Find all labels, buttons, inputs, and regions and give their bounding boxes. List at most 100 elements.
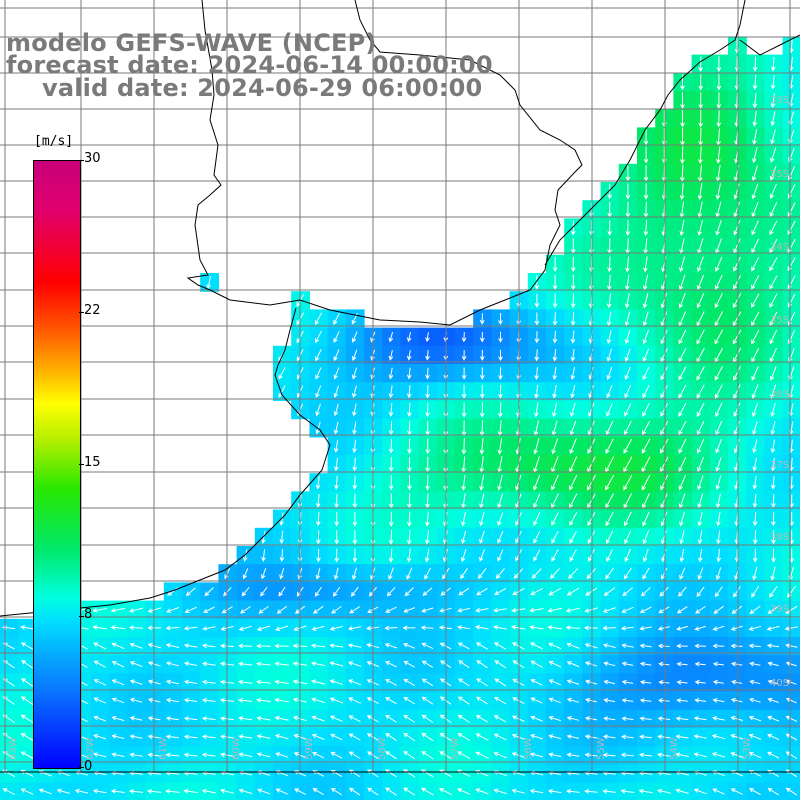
wind-arrow	[603, 679, 616, 685]
wind-arrow	[111, 715, 125, 722]
wind-arrow	[147, 661, 161, 667]
wind-arrow	[310, 643, 326, 649]
wind-arrow	[716, 92, 722, 109]
wind-arrow	[166, 607, 179, 613]
wind-arrow	[642, 329, 649, 345]
wind-arrow	[714, 329, 724, 345]
wind-arrow	[529, 752, 544, 758]
wind-arrow	[605, 474, 615, 491]
wind-arrow	[315, 385, 322, 398]
wind-arrow	[20, 714, 34, 723]
wind-arrow	[333, 403, 339, 417]
wind-arrow	[731, 679, 743, 685]
wind-arrow	[642, 402, 650, 417]
wind-arrow	[388, 331, 394, 343]
wind-arrow	[351, 331, 358, 343]
wind-arrow	[458, 660, 470, 669]
wind-arrow	[605, 530, 614, 545]
wind-arrow	[639, 716, 652, 722]
wind-arrow	[624, 366, 631, 381]
wind-arrow	[479, 512, 485, 527]
wind-arrow	[275, 752, 289, 758]
wind-arrow	[623, 567, 632, 580]
wind-arrow	[770, 56, 776, 72]
wind-arrow	[534, 367, 540, 381]
wind-arrow	[183, 625, 198, 631]
wind-arrow	[770, 475, 776, 490]
wind-arrow	[767, 769, 780, 778]
wind-arrow	[238, 697, 253, 703]
wind-arrow	[770, 75, 776, 90]
wind-arrow	[639, 626, 652, 631]
wind-arrow	[730, 788, 743, 795]
wind-arrow	[165, 788, 180, 794]
wind-arrow	[93, 642, 107, 650]
wind-arrow	[260, 587, 268, 597]
wind-arrow	[751, 293, 760, 308]
wind-arrow	[313, 605, 324, 614]
wind-arrow	[551, 438, 559, 455]
wind-arrow	[606, 366, 613, 381]
wind-arrow	[111, 697, 125, 704]
wind-arrow	[330, 733, 343, 741]
wind-arrow	[385, 787, 397, 796]
wind-arrow	[660, 511, 668, 527]
wind-arrow	[657, 698, 670, 703]
wind-arrow	[584, 789, 598, 794]
wind-arrow	[20, 733, 34, 742]
wind-arrow	[660, 420, 669, 436]
wind-arrow	[406, 350, 412, 361]
wind-arrow	[533, 530, 541, 544]
wind-arrow	[766, 643, 780, 649]
wind-arrow	[183, 752, 198, 758]
wind-arrow	[549, 568, 560, 579]
wind-arrow	[658, 679, 670, 685]
wind-arrow	[477, 568, 487, 580]
wind-arrow	[548, 660, 562, 668]
wind-arrow	[129, 716, 143, 721]
wind-arrow	[769, 183, 777, 200]
colorbar-tickmark	[79, 767, 84, 768]
wind-arrow	[334, 493, 339, 509]
wind-arrow	[657, 643, 670, 649]
wind-arrow	[333, 439, 339, 453]
wind-arrow	[642, 420, 651, 436]
wind-arrow	[351, 367, 358, 380]
wind-arrow	[713, 605, 724, 614]
wind-arrow	[733, 586, 741, 598]
wind-arrow	[74, 788, 89, 794]
wind-arrow	[403, 607, 415, 613]
wind-arrow	[748, 715, 762, 722]
wind-arrow	[716, 530, 721, 545]
wind-arrow	[715, 402, 723, 417]
wind-arrow	[461, 384, 467, 399]
wind-arrow	[769, 293, 778, 308]
wind-arrow	[329, 661, 344, 667]
wind-arrow	[406, 511, 412, 527]
wind-arrow	[642, 530, 650, 545]
wind-arrow	[529, 625, 544, 630]
wind-arrow	[751, 165, 758, 182]
wind-arrow	[110, 788, 125, 794]
latitude-label: 35S	[770, 169, 789, 180]
wind-arrow	[694, 679, 706, 685]
wind-arrow	[384, 625, 398, 631]
wind-arrow	[698, 74, 704, 91]
wind-arrow	[679, 183, 685, 201]
wind-arrow	[333, 385, 340, 398]
wind-arrow	[678, 384, 687, 399]
wind-arrow	[261, 530, 266, 544]
wind-arrow	[767, 733, 780, 741]
wind-arrow	[278, 586, 286, 597]
wind-arrow	[623, 511, 632, 527]
wind-arrow	[698, 110, 704, 128]
wind-arrow	[771, 548, 776, 563]
wind-arrow	[274, 734, 289, 740]
wind-arrow	[642, 511, 650, 527]
wind-arrow	[348, 679, 361, 686]
wind-arrow	[407, 475, 412, 491]
wind-arrow	[165, 661, 180, 667]
wind-arrow	[643, 146, 649, 164]
wind-arrow	[678, 402, 687, 417]
